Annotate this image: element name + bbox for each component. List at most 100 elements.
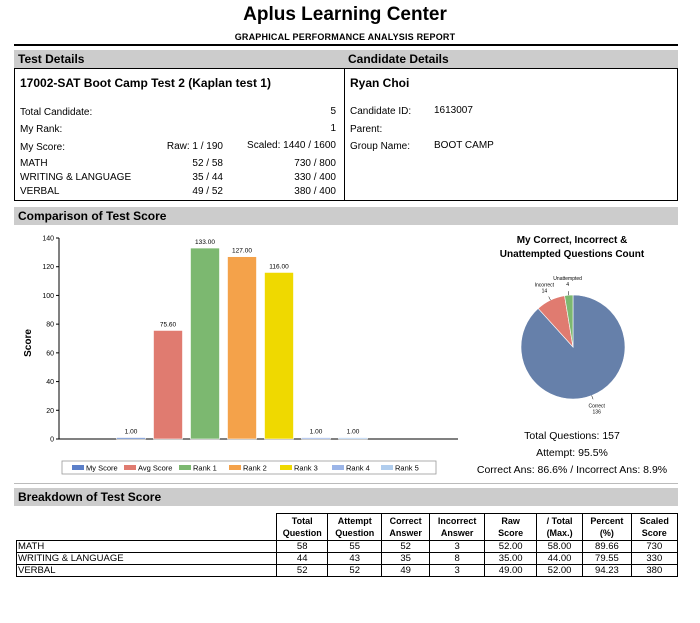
bar-value-label: 133.00 xyxy=(195,239,215,246)
subject-raw-math: 52 / 58 xyxy=(192,158,223,169)
cell: 330 xyxy=(630,552,679,565)
candidate-id-label: Candidate ID: xyxy=(350,106,412,117)
legend-swatch xyxy=(280,465,292,470)
subject-raw-writing: 35 / 44 xyxy=(192,172,223,183)
breakdown-section-bar: Breakdown of Test Score xyxy=(14,488,678,506)
pie-leader xyxy=(548,296,551,301)
cell: 44 xyxy=(276,552,328,565)
total-candidate-value: 5 xyxy=(330,106,336,117)
pie-leader xyxy=(591,395,594,400)
attempt-stat: Attempt: 95.5% xyxy=(536,447,608,459)
header-attempt-question: Attempt Question xyxy=(326,513,383,541)
pie-label-name: Unattempted xyxy=(553,276,582,282)
bar-chart-legend: My Score Avg Score Rank 1 Rank 2 Rank 3 Rank … xyxy=(61,460,437,475)
table-row: WRITING & LANGUAGE 44 43 35 8 35.00 44.0… xyxy=(15,552,679,565)
legend-label: Rank 1 xyxy=(193,463,217,472)
question-count-pie-chart: My Correct, Incorrect & Unattempted Ques… xyxy=(500,235,645,416)
header-total-question: Total Question xyxy=(276,513,328,541)
header-incorrect-answer: Incorrect Answer xyxy=(428,513,486,541)
cell: 89.66 xyxy=(582,540,632,553)
bar-value-label: 1.00 xyxy=(125,429,138,436)
legend-label: Rank 4 xyxy=(346,463,370,472)
legend-swatch xyxy=(229,465,241,470)
candidate-details-panel: Ryan Choi Candidate ID: 1613007 Parent: … xyxy=(344,68,678,201)
my-rank-value: 1 xyxy=(330,123,336,134)
y-tick-label: 60 xyxy=(46,350,54,357)
comparison-section-bar: Comparison of Test Score xyxy=(14,207,678,225)
subject-raw-verbal: 49 / 52 xyxy=(192,186,223,197)
pie-label-name: Incorrect xyxy=(535,283,555,289)
legend-label: Rank 2 xyxy=(243,463,267,472)
pie-label-value: 4 xyxy=(566,282,569,288)
parent-label: Parent: xyxy=(350,124,383,135)
raw-score: Raw: 1 / 190 xyxy=(166,141,223,152)
bar-value-label: 75.60 xyxy=(160,321,177,328)
group-name-label: Group Name: xyxy=(350,141,411,152)
y-tick-label: 20 xyxy=(46,408,54,415)
legend-swatch xyxy=(179,465,191,470)
y-tick-label: 140 xyxy=(42,236,54,243)
cell: 79.55 xyxy=(582,552,632,565)
legend-label: Rank 5 xyxy=(395,463,419,472)
y-tick-label: 80 xyxy=(46,322,54,329)
table-row: MATH 58 55 52 3 52.00 58.00 89.66 730 xyxy=(15,540,679,553)
header-divider xyxy=(14,44,678,46)
chart-area-divider xyxy=(14,226,678,484)
bar-avg-score xyxy=(153,330,183,440)
pie-title-line1: My Correct, Incorrect & xyxy=(517,235,628,246)
y-tick-label: 120 xyxy=(42,264,54,271)
header-subject-blank xyxy=(16,513,277,541)
pie-label-name: Correct xyxy=(588,404,605,410)
legend-label: Avg Score xyxy=(138,463,172,472)
legend-label: My Score xyxy=(86,463,118,472)
breakdown-header-row: Total Question Attempt Question Correct Ans… xyxy=(16,513,679,541)
subject-scaled-verbal: 380 / 400 xyxy=(294,186,336,197)
header-raw-score: Raw Score xyxy=(484,513,537,541)
bar-chart-axes: 0 20 40 60 80 100 120 140 xyxy=(42,236,458,444)
cell: 58.00 xyxy=(535,540,584,553)
cell: 52.00 xyxy=(484,540,537,553)
details-section-bar: Test Details Candidate Details xyxy=(14,50,678,68)
correct-incorrect-stat: Correct Ans: 86.6% / Incorrect Ans: 8.9% xyxy=(476,464,668,476)
report-subtitle: GRAPHICAL PERFORMANCE ANALYSIS REPORT xyxy=(234,32,456,42)
bar-rank-3 xyxy=(264,272,294,440)
subject-scaled-math: 730 / 800 xyxy=(294,158,336,169)
y-tick-label: 0 xyxy=(50,437,54,444)
cell: 52.00 xyxy=(535,564,584,577)
legend-swatch xyxy=(124,465,136,470)
bar-value-label: 1.00 xyxy=(347,429,360,436)
bar-rank-1 xyxy=(190,247,220,440)
bar-rank-2 xyxy=(227,256,257,440)
cell: 52 xyxy=(326,564,383,577)
row-subject: VERBAL xyxy=(15,564,278,577)
cell: 35 xyxy=(381,552,430,565)
header-percent: Percent (%) xyxy=(582,513,632,541)
cell: 52 xyxy=(276,564,328,577)
candidate-name: Ryan Choi xyxy=(350,76,410,90)
bar-chart-marks: 1.00 75.60 133.00 127.00 116.00 1.00 1.00 xyxy=(116,239,368,440)
candidate-id-value: 1613007 xyxy=(434,105,473,116)
cell: 3 xyxy=(428,540,486,553)
row-subject: MATH xyxy=(15,540,278,553)
legend-swatch xyxy=(332,465,344,470)
my-score-label: My Score: xyxy=(20,142,66,153)
pie-label-value: 136 xyxy=(593,410,602,416)
cell: 49 xyxy=(381,564,430,577)
cell: 55 xyxy=(326,540,383,553)
y-axis-label: Score xyxy=(23,329,34,357)
cell: 43 xyxy=(326,552,383,565)
header-scaled-score: Scaled Score xyxy=(630,513,679,541)
group-name-value: BOOT CAMP xyxy=(434,140,494,151)
cell: 8 xyxy=(428,552,486,565)
row-subject: WRITING & LANGUAGE xyxy=(15,552,278,565)
bar-value-label: 116.00 xyxy=(269,263,289,270)
cell: 3 xyxy=(428,564,486,577)
my-rank-label: My Rank: xyxy=(20,124,63,135)
subject-name-verbal: VERBAL xyxy=(20,186,60,197)
y-tick-label: 100 xyxy=(42,293,54,300)
bar-value-label: 127.00 xyxy=(232,248,252,255)
breakdown-heading: Breakdown of Test Score xyxy=(18,490,162,504)
score-comparison-bar-chart: Score 0 20 40 60 80 100 120 140 1.00 75.60 133.00… xyxy=(23,236,458,475)
bar-value-label: 1.00 xyxy=(310,429,323,436)
